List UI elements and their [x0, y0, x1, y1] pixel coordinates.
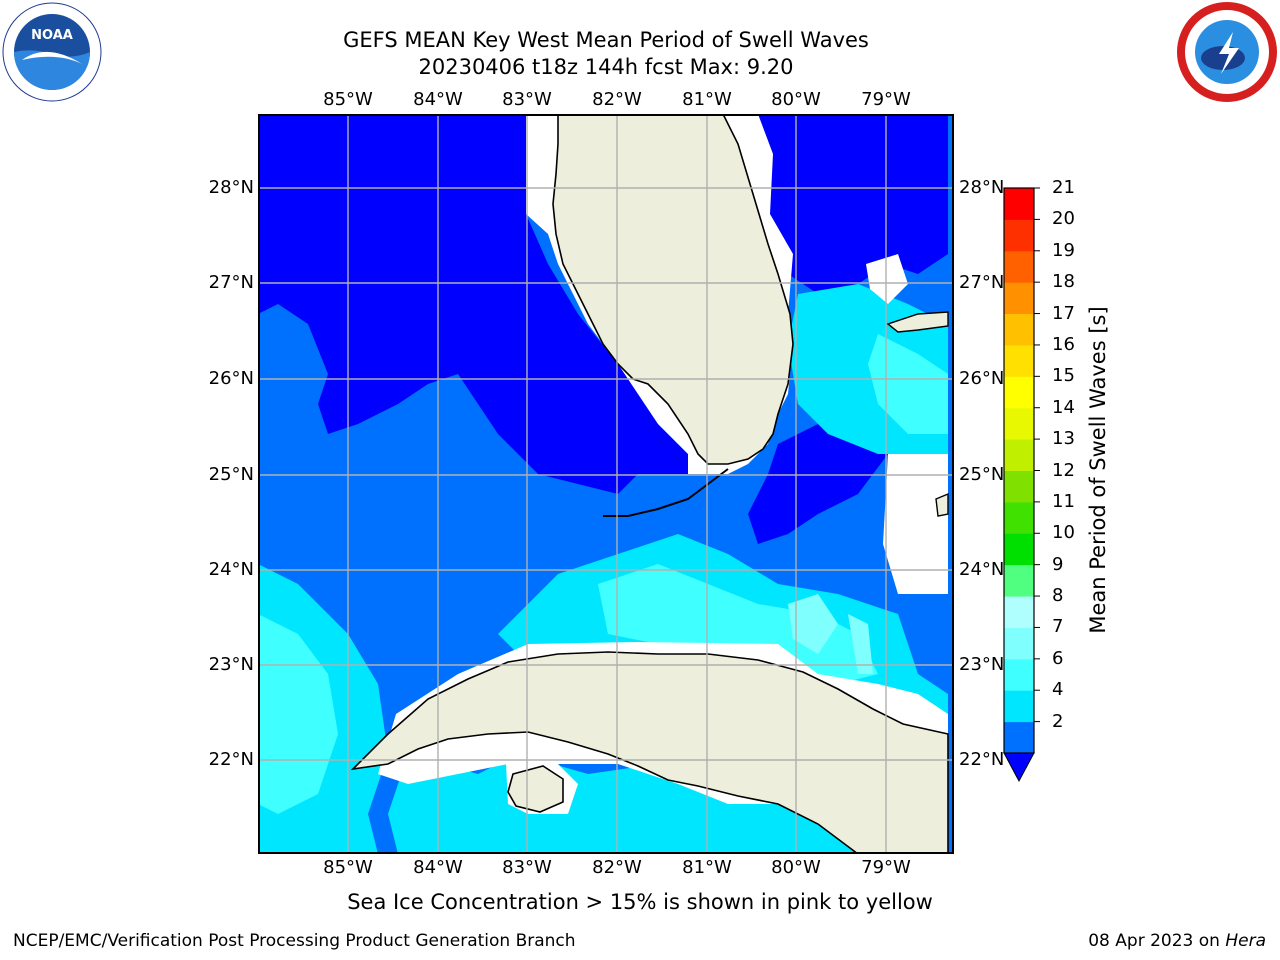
colorbar — [1003, 187, 1040, 783]
swell-band-below-2 — [748, 414, 888, 544]
noaa-logo: NOAA — [2, 2, 102, 102]
colorbar-tick-label: 11 — [1052, 490, 1075, 512]
colorbar-bin — [1004, 376, 1034, 409]
lon-tick-label-top: 80°W — [771, 89, 821, 110]
lat-tick-label-right: 23°N — [959, 654, 1005, 675]
lon-tick-label-top: 82°W — [592, 89, 642, 110]
lat-tick-label-right: 22°N — [959, 749, 1005, 770]
map-title: GEFS MEAN Key West Mean Period of Swell … — [343, 28, 869, 52]
colorbar-tick-label: 8 — [1052, 585, 1064, 607]
colorbar-bin — [1004, 344, 1034, 377]
svg-text:NOAA: NOAA — [31, 28, 73, 43]
lon-tick-label-bottom: 80°W — [771, 857, 821, 878]
colorbar-bin — [1004, 501, 1034, 534]
sea-ice-note: Sea Ice Concentration > 15% is shown in … — [347, 890, 933, 914]
lon-tick-label-bottom: 83°W — [502, 857, 552, 878]
colorbar-title: Mean Period of Swell Waves [s] — [1086, 306, 1110, 634]
colorbar-tick-label: 18 — [1052, 271, 1075, 293]
missing-data-zone — [883, 454, 948, 594]
lat-tick-label-left: 26°N — [208, 368, 254, 389]
colorbar-bin — [1004, 470, 1034, 503]
colorbar-tick-label: 13 — [1052, 428, 1075, 450]
colorbar-tick-label: 14 — [1052, 396, 1075, 418]
colorbar-under-triangle — [1003, 752, 1035, 783]
colorbar-bin — [1004, 533, 1034, 566]
land-isla-de-la-juventud — [507, 765, 564, 813]
lat-tick-label-left: 25°N — [208, 464, 254, 485]
colorbar-tick-label: 4 — [1052, 679, 1064, 701]
map-canvas — [258, 114, 954, 854]
colorbar-bin — [1004, 721, 1034, 754]
lon-tick-label-bottom: 82°W — [592, 857, 642, 878]
lat-tick-label-right: 25°N — [959, 464, 1005, 485]
footer-date: 08 Apr 2023 on Hera — [1088, 931, 1266, 951]
colorbar-bin — [1004, 658, 1034, 691]
land-florida — [552, 114, 794, 465]
footer-credit: NCEP/EMC/Verification Post Processing Pr… — [13, 931, 576, 951]
swell-band-8-9 — [848, 614, 873, 674]
lon-tick-label-top: 81°W — [682, 89, 732, 110]
lon-tick-label-top: 84°W — [413, 89, 463, 110]
footer-machine: Hera — [1225, 931, 1266, 951]
lon-tick-label-top: 79°W — [861, 89, 911, 110]
lon-tick-label-bottom: 81°W — [682, 857, 732, 878]
lat-tick-label-left: 23°N — [208, 654, 254, 675]
colorbar-tick-label: 20 — [1052, 208, 1075, 230]
colorbar-tick-label: 10 — [1052, 522, 1075, 544]
map-subtitle: 20230406 t18z 144h fcst Max: 9.20 — [418, 55, 794, 79]
colorbar-bin — [1004, 596, 1034, 628]
lon-tick-label-bottom: 84°W — [413, 857, 463, 878]
footer-date-text: 08 Apr 2023 on — [1088, 931, 1226, 951]
colorbar-tick-label: 9 — [1052, 553, 1064, 575]
swell-band-below-2 — [258, 114, 688, 494]
colorbar-bin — [1004, 188, 1034, 220]
swell-band-8-9 — [788, 594, 838, 654]
land-florida-keys — [603, 468, 729, 517]
colorbar-bin — [1004, 313, 1034, 346]
land-bahamas — [935, 492, 949, 517]
colorbar-tick-label: 6 — [1052, 647, 1064, 669]
lat-tick-label-left: 27°N — [208, 272, 254, 293]
swell-band-below-2 — [748, 114, 948, 294]
graticule — [258, 114, 954, 854]
colorbar-bin — [1004, 564, 1034, 597]
colorbar-bin — [1004, 439, 1034, 471]
lat-tick-label-right: 28°N — [959, 177, 1005, 198]
lat-tick-label-right: 26°N — [959, 368, 1005, 389]
map-frame — [258, 114, 954, 854]
lat-tick-label-left: 22°N — [208, 749, 254, 770]
lat-tick-label-right: 27°N — [959, 272, 1005, 293]
colorbar-bin — [1004, 690, 1034, 723]
swell-band-7-8 — [258, 614, 338, 814]
land-bahamas — [886, 311, 949, 333]
colorbar-tick-label: 19 — [1052, 239, 1075, 261]
swell-band-7-8 — [868, 334, 948, 434]
colorbar-tick-label: 16 — [1052, 333, 1075, 355]
colorbar-bin — [1004, 282, 1034, 315]
missing-data-zone — [866, 254, 908, 304]
colorbar-tick-label: 15 — [1052, 365, 1075, 387]
lon-tick-label-bottom: 79°W — [861, 857, 911, 878]
map-panel — [258, 114, 954, 854]
colorbar-tick-label: 21 — [1052, 177, 1075, 198]
colorbar-bin — [1004, 219, 1034, 252]
swell-band-7-8 — [598, 564, 878, 684]
lat-tick-label-right: 24°N — [959, 559, 1005, 580]
colorbar-tick-label: 2 — [1052, 710, 1064, 732]
colorbar-bin — [1004, 250, 1034, 283]
lon-tick-label-top: 85°W — [323, 89, 373, 110]
nws-logo — [1177, 2, 1277, 102]
colorbar-bin — [1004, 407, 1034, 440]
colorbar-tick-label: 7 — [1052, 616, 1064, 638]
colorbar-bin — [1004, 627, 1034, 660]
lat-tick-label-left: 24°N — [208, 559, 254, 580]
lon-tick-label-bottom: 85°W — [323, 857, 373, 878]
land-cuba — [350, 651, 949, 854]
colorbar-tick-label: 17 — [1052, 302, 1075, 324]
colorbar-tick-label: 12 — [1052, 459, 1075, 481]
lon-tick-label-top: 83°W — [502, 89, 552, 110]
lat-tick-label-left: 28°N — [208, 177, 254, 198]
swell-band-6-7 — [388, 754, 858, 854]
